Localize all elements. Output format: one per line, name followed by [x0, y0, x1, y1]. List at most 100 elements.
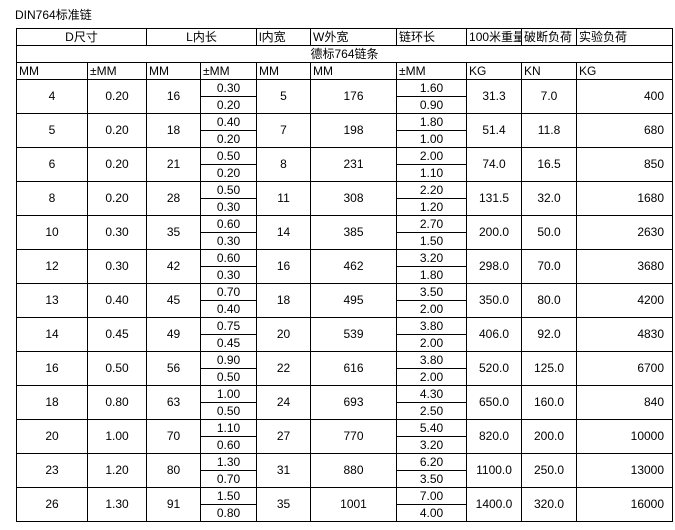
d-tolerance: 0.50	[86, 351, 148, 386]
i-inner-width: 31	[256, 453, 312, 488]
table-row-lower: 0.45 2.00	[17, 334, 673, 352]
l-inner-length: 35	[146, 215, 202, 250]
d-tolerance: 0.20	[86, 79, 148, 114]
table-row: 5 0.20 18 0.40 7 198 1.80 51.4 11.8 680	[16, 113, 674, 148]
table-row-lower: 0.50 2.00	[17, 368, 673, 386]
l-tolerance-upper: 0.40	[200, 113, 258, 131]
link-length-lower: 3.20	[396, 436, 468, 454]
table-row-lower: 0.60 3.20	[17, 436, 673, 454]
unit: MM	[146, 62, 202, 80]
d-size: 26	[16, 487, 88, 522]
l-inner-length: 91	[146, 487, 202, 522]
table-row-lower: 0.30 1.50	[17, 232, 673, 250]
link-length-lower: 0.90	[396, 96, 468, 114]
w-outer-width: 495	[310, 283, 398, 318]
d-size: 18	[16, 385, 88, 420]
unit: MM	[16, 62, 88, 80]
link-length-upper: 4.30	[396, 385, 468, 403]
link-length-lower: 1.10	[396, 164, 468, 182]
breaking-load: 320.0	[521, 487, 578, 522]
document-title: DIN764标准链	[15, 8, 92, 22]
table-row-lower: 0.80 4.00	[17, 504, 673, 522]
weight-100m: 350.0	[466, 283, 523, 318]
table-subtitle: 德标764链条	[15, 45, 674, 63]
breaking-load: 92.0	[521, 317, 578, 352]
subtitle-row: 德标764链条	[15, 45, 674, 63]
table-row: 26 1.30 91 1.50 35 1001 7.00 1400.0 320.0 16000	[16, 487, 674, 522]
header-d: D尺寸	[15, 28, 148, 46]
test-load: 6700	[576, 351, 674, 386]
l-tolerance-upper: 0.30	[200, 79, 258, 97]
weight-100m: 1100.0	[466, 453, 523, 488]
w-outer-width: 198	[310, 113, 398, 148]
weight-100m: 51.4	[466, 113, 523, 148]
l-tolerance-upper: 1.30	[200, 453, 258, 471]
d-tolerance: 0.40	[86, 283, 148, 318]
test-load: 1680	[576, 181, 674, 216]
table-row: 10 0.30 35 0.60 14 385 2.70 200.0 50.0 2630	[16, 215, 674, 250]
l-tolerance-upper: 0.60	[200, 249, 258, 267]
unit: ±MM	[396, 62, 468, 80]
l-tolerance-lower: 0.30	[200, 232, 258, 250]
l-tolerance-upper: 0.50	[200, 181, 258, 199]
l-tolerance-lower: 0.80	[200, 504, 258, 522]
table-row: 18 0.80 63 1.00 24 693 4.30 650.0 160.0 840	[16, 385, 674, 420]
d-size: 23	[16, 453, 88, 488]
link-length-lower: 1.80	[396, 266, 468, 284]
unit: KN	[521, 62, 578, 80]
test-load: 400	[576, 79, 674, 114]
d-size: 6	[16, 147, 88, 182]
d-size: 14	[16, 317, 88, 352]
breaking-load: 200.0	[521, 419, 578, 454]
link-length-upper: 6.20	[396, 453, 468, 471]
l-tolerance-lower: 0.20	[200, 130, 258, 148]
test-load: 4830	[576, 317, 674, 352]
weight-100m: 31.3	[466, 79, 523, 114]
weight-100m: 131.5	[466, 181, 523, 216]
l-tolerance-lower: 0.20	[200, 164, 258, 182]
l-tolerance-upper: 0.70	[200, 283, 258, 301]
w-outer-width: 308	[310, 181, 398, 216]
breaking-load: 11.8	[521, 113, 578, 148]
l-tolerance-lower: 0.50	[200, 368, 258, 386]
i-inner-width: 35	[256, 487, 312, 522]
breaking-load: 70.0	[521, 249, 578, 284]
din764-chain-table: D尺寸 L内长 l内宽 W外宽 链环长 100米重量 破断负荷 实验负荷 德标7…	[15, 28, 674, 522]
l-tolerance-upper: 0.75	[200, 317, 258, 335]
i-inner-width: 24	[256, 385, 312, 420]
d-size: 8	[16, 181, 88, 216]
unit: ±MM	[200, 62, 258, 80]
header-test: 实验负荷	[576, 28, 674, 46]
link-length-lower: 2.00	[396, 300, 468, 318]
link-length-upper: 7.00	[396, 487, 468, 505]
w-outer-width: 385	[310, 215, 398, 250]
table-row: 14 0.45 49 0.75 20 539 3.80 406.0 92.0 4830	[16, 317, 674, 352]
test-load: 680	[576, 113, 674, 148]
breaking-load: 50.0	[521, 215, 578, 250]
breaking-load: 125.0	[521, 351, 578, 386]
test-load: 3680	[576, 249, 674, 284]
d-tolerance: 0.20	[86, 181, 148, 216]
table-row: 13 0.40 45 0.70 18 495 3.50 350.0 80.0 4200	[16, 283, 674, 318]
header-break: 破断负荷	[521, 28, 578, 46]
d-size: 20	[16, 419, 88, 454]
link-length-upper: 2.00	[396, 147, 468, 165]
table-row: 12 0.30 42 0.60 16 462 3.20 298.0 70.0 3680	[16, 249, 674, 284]
i-inner-width: 5	[256, 79, 312, 114]
table-row: 6 0.20 21 0.50 8 231 2.00 74.0 16.5 850	[16, 147, 674, 182]
weight-100m: 520.0	[466, 351, 523, 386]
l-inner-length: 80	[146, 453, 202, 488]
header-weight: 100米重量	[466, 28, 523, 46]
unit: MM	[310, 62, 398, 80]
i-inner-width: 8	[256, 147, 312, 182]
link-length-upper: 3.50	[396, 283, 468, 301]
link-length-lower: 1.20	[396, 198, 468, 216]
table-row-lower: 0.20 1.10	[17, 164, 673, 182]
link-length-lower: 4.00	[396, 504, 468, 522]
l-inner-length: 45	[146, 283, 202, 318]
unit-row: MM ±MM MM ±MM MM MM ±MM KG KN KG	[16, 62, 674, 80]
link-length-upper: 5.40	[396, 419, 468, 437]
l-tolerance-lower: 0.45	[200, 334, 258, 352]
table-row: 23 1.20 80 1.30 31 880 6.20 1100.0 250.0 13000	[16, 453, 674, 488]
d-size: 13	[16, 283, 88, 318]
